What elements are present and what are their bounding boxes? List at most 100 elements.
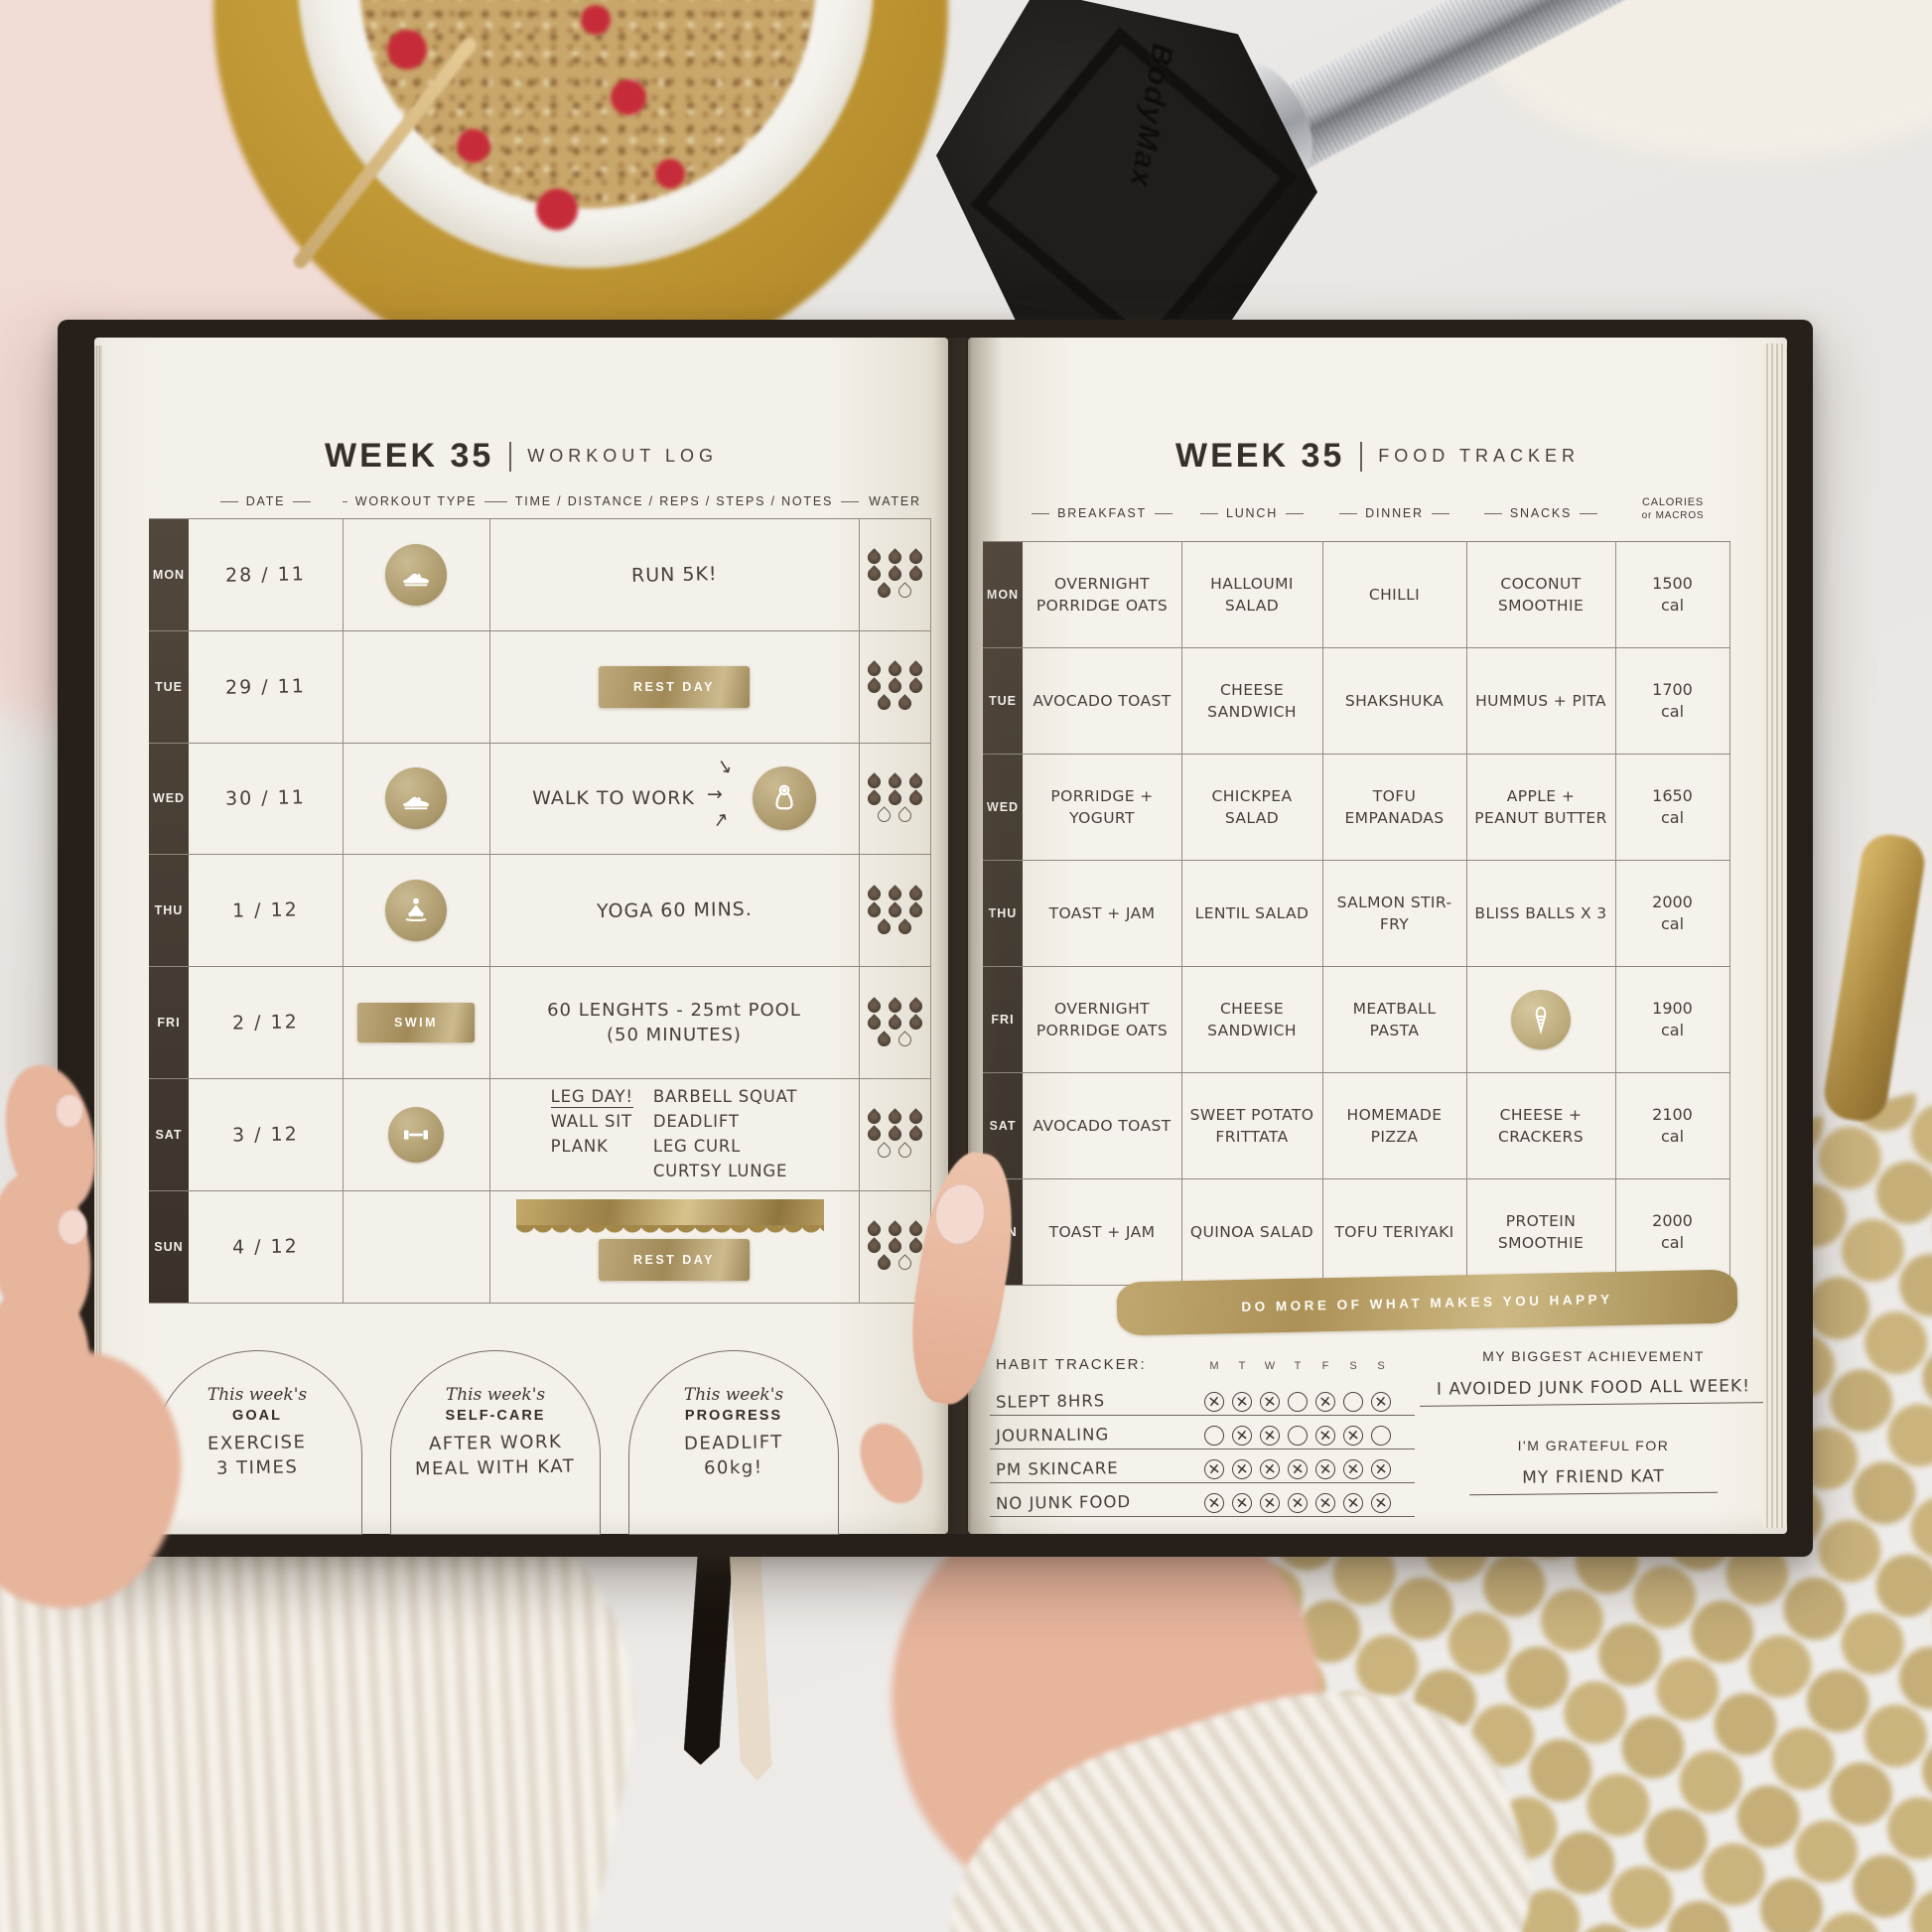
food-row-wed: WED PORRIDGE + YOGURT CHICKPEA SALAD TOF… [983,755,1730,861]
water-droplet-icon [896,1142,914,1162]
dinner-entry: MEATBALL PASTA [1352,999,1437,1039]
col-header-dinner: DINNER [1322,506,1466,520]
date-value: 28 / 11 [224,563,307,587]
breakfast-entry: OVERNIGHT PORRIDGE OATS [1035,574,1169,615]
water-droplet-icon [885,1125,904,1145]
col-header-snacks: SNACKS [1466,506,1615,520]
habit-check-crossed: ✕ [1370,1458,1392,1480]
rest-day-sticker: REST DAY [599,665,750,708]
food-row-sat: SAT AVOCADO TOAST SWEET POTATO FRITTATA … [983,1073,1730,1179]
weekly-self-care-card: This week's SELF-CARE AFTER WORK MEAL WI… [390,1350,601,1535]
date-value: 29 / 11 [224,674,307,699]
water-droplet-icon [864,565,884,585]
date-value: 30 / 11 [224,786,307,811]
calories-label-line2: or MACROS [1641,509,1705,521]
water-tracker [864,996,925,1049]
water-droplet-icon [905,996,925,1016]
breakfast-entry: TOAST + JAM [1048,903,1156,922]
workout-row-sun: SUN 4 / 12 REST DAY [149,1191,931,1304]
grid-line [1729,542,1730,1286]
habit-name: NO JUNK FOOD [995,1492,1132,1513]
calories-entry: 1500 cal [1652,573,1693,615]
workout-row-sat: SAT 3 / 12 LEG DAY! WALL SIT PLANK [149,1079,931,1191]
day-label: WED [152,791,186,806]
habit-day-letter: W [1264,1360,1276,1372]
left-page-header: WEEK 35 WORKOUT LOG [94,437,948,476]
dinner-entry: CHILLI [1368,585,1421,604]
dumbbell-icon [404,1130,428,1140]
habit-row: PM SKINCARE ✕ ✕ ✕ ✕ ✕ ✕ ✕ [990,1449,1415,1483]
day-label: THU [154,903,184,918]
col-header-breakfast: BREAKFAST [1023,506,1181,520]
header-divider [509,441,512,472]
water-droplet-icon [864,996,884,1016]
food-row-fri: FRI OVERNIGHT PORRIDGE OATS CHEESE SANDW… [983,967,1730,1073]
food-row-sun: SUN TOAST + JAM QUINOA SALAD TOFU TERIYA… [983,1179,1730,1286]
lunch-entry: CHEESE SANDWICH [1207,680,1297,721]
achievement-label: MY BIGGEST ACHIEVEMENT [1482,1348,1705,1364]
day-label: WED [987,800,1019,814]
workout-notes: 60 LENGHTS - 25mt POOL [547,1000,801,1022]
habit-check-empty [1371,1426,1391,1446]
breakfast-entry: AVOCADO TOAST [1033,691,1172,710]
water-droplet-icon [885,1013,904,1033]
water-droplet-icon [905,1013,925,1033]
water-droplet-icon [875,694,894,713]
dinner-entry: TOFU EMPANADAS [1344,786,1445,827]
dinner-entry: SALMON STIR-FRY [1336,893,1452,933]
habit-check-crossed: ✕ [1342,1425,1364,1447]
hand-drawn-arrows: ↘ → ↗ [706,755,739,835]
notes-right-column: BARBELL SQUAT DEADLIFT LEG CURL CURTSY L… [653,1085,797,1183]
water-droplet-icon [864,789,884,808]
grid-line [343,519,344,1304]
water-droplet-icon [864,885,884,903]
workout-notes: YOGA 60 MINS. [596,898,753,923]
snacks-entry: CHEESE + CRACKERS [1498,1105,1584,1146]
card-entry: EXERCISE [207,1432,307,1454]
fingernail [56,1094,83,1128]
weekly-progress-card: This week's PROGRESS DEADLIFT 60kg! [628,1350,839,1535]
water-tracker [864,548,925,602]
arrow-glyph: → [706,783,723,806]
calories-entry: 1700 cal [1652,679,1693,721]
workout-log-page: WEEK 35 WORKOUT LOG DATE WORKOUT TYPE TI… [94,338,948,1535]
habit-tracker-title: HABIT TRACKER: [996,1356,1147,1373]
water-droplet-icon [905,1125,925,1145]
habit-row: JOURNALING ✕ ✕ ✕ ✕ [990,1416,1415,1449]
habit-day-letter: T [1294,1360,1302,1372]
habit-checks: ✕ ✕ ✕ ✕ ✕ ✕ ✕ [1203,1492,1392,1514]
day-label: FRI [991,1013,1014,1027]
card-entry: AFTER WORK [428,1431,563,1455]
dumbbell-face-recess [970,27,1298,346]
habit-check-crossed: ✕ [1259,1391,1281,1413]
habit-check-crossed: ✕ [1203,1391,1225,1413]
lunch-entry: HALLOUMI SALAD [1210,574,1294,615]
calories-entry: 2100 cal [1652,1104,1693,1146]
habit-checks: ✕ ✕ ✕ ✕ ✕ [1203,1391,1392,1413]
day-label: FRI [157,1016,181,1031]
card-entry: 3 TIMES [215,1456,299,1479]
week-label: WEEK 35 [1175,437,1345,475]
grid-line [1466,542,1467,1286]
habit-day-letter: M [1209,1360,1219,1372]
notes-line: WALL SIT [550,1112,632,1132]
fingernail [58,1209,87,1245]
water-tracker [864,1220,925,1273]
running-shoe-icon [403,573,430,587]
habit-check-empty [1288,1392,1308,1412]
gold-pen [1820,830,1929,1126]
notes-line: BARBELL SQUAT [652,1087,798,1107]
notes-left-column: LEG DAY! WALL SIT PLANK [550,1085,633,1159]
water-droplet-icon [885,789,904,808]
grid-line [1322,542,1323,1286]
habit-check-crossed: ✕ [1342,1458,1364,1480]
grateful-entry: MY FRIEND KAT [1468,1465,1719,1496]
notes-line: LEG DAY! [550,1087,633,1109]
calories-entry: 2000 cal [1652,892,1693,933]
col-header-water: WATER [869,494,921,508]
card-title: PROGRESS [684,1408,783,1424]
date-value: 4 / 12 [231,1235,300,1259]
water-droplet-icon [875,1254,894,1273]
habit-check-crossed: ✕ [1314,1492,1336,1514]
habit-check-crossed: ✕ [1259,1458,1281,1480]
